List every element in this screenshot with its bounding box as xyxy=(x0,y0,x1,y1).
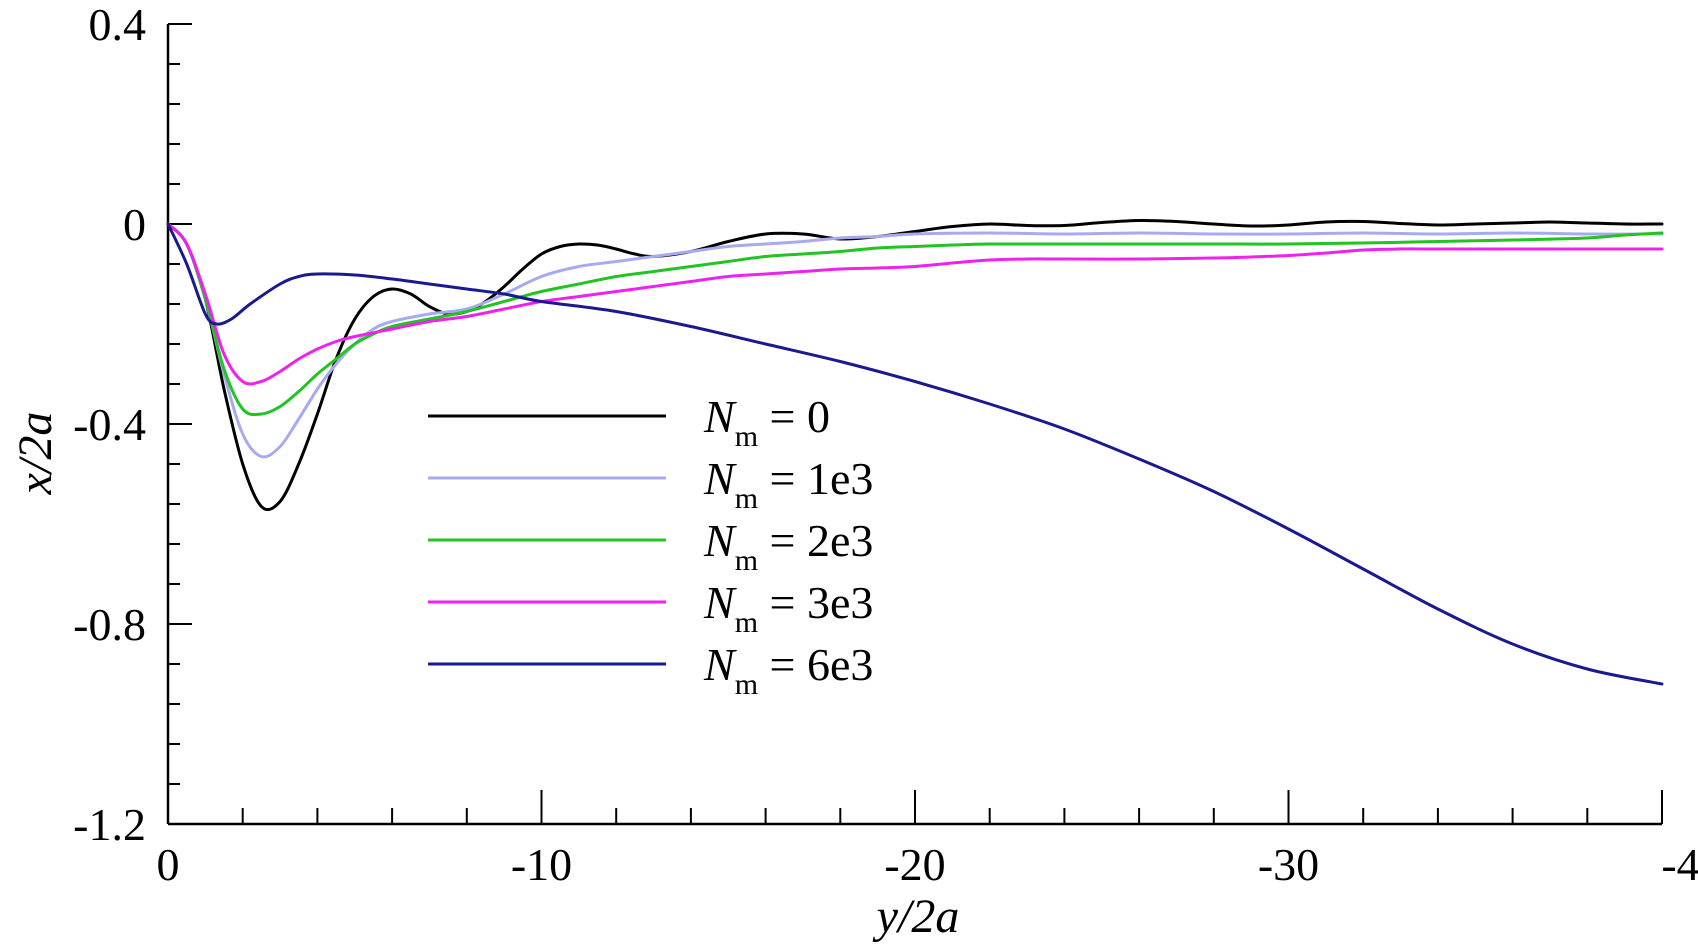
x-tick-label: 0 xyxy=(157,839,180,890)
series-line-3 xyxy=(166,222,1664,386)
legend-item: Nm = 6e3 xyxy=(428,639,873,701)
legend-label: Nm = 1e3 xyxy=(703,453,873,515)
x-axis-title: y/2a xyxy=(872,890,960,943)
legend-item: Nm = 0 xyxy=(428,391,830,453)
series-line-1 xyxy=(166,222,1664,459)
series-line-2 xyxy=(166,222,1664,417)
tick-labels: 0.40-0.4-0.8-1.20-10-20-30-40 xyxy=(73,0,1698,890)
legend-label: Nm = 3e3 xyxy=(703,577,873,639)
axis-ticks xyxy=(167,23,1663,825)
y-tick-label: -1.2 xyxy=(73,799,146,850)
series-line-0 xyxy=(166,218,1664,512)
legend-item: Nm = 3e3 xyxy=(428,577,873,639)
y-axis-title: x/2a xyxy=(9,412,62,496)
legend-item: Nm = 2e3 xyxy=(428,515,873,577)
data-series xyxy=(166,218,1664,686)
x-tick-label: -30 xyxy=(1258,839,1319,890)
x-tick-label: -20 xyxy=(884,839,945,890)
series-line-4 xyxy=(166,222,1664,686)
axes xyxy=(166,24,1662,826)
legend-label: Nm = 2e3 xyxy=(703,515,873,577)
y-tick-label: 0 xyxy=(123,199,146,250)
legend-label: Nm = 6e3 xyxy=(703,639,873,701)
legend-label: Nm = 0 xyxy=(703,391,830,453)
y-tick-label: 0.4 xyxy=(89,0,147,50)
y-tick-label: -0.8 xyxy=(73,599,146,650)
x-tick-label: -40 xyxy=(1661,839,1698,890)
legend-item: Nm = 1e3 xyxy=(428,453,873,515)
y-tick-label: -0.4 xyxy=(73,399,146,450)
x-tick-label: -10 xyxy=(511,839,572,890)
